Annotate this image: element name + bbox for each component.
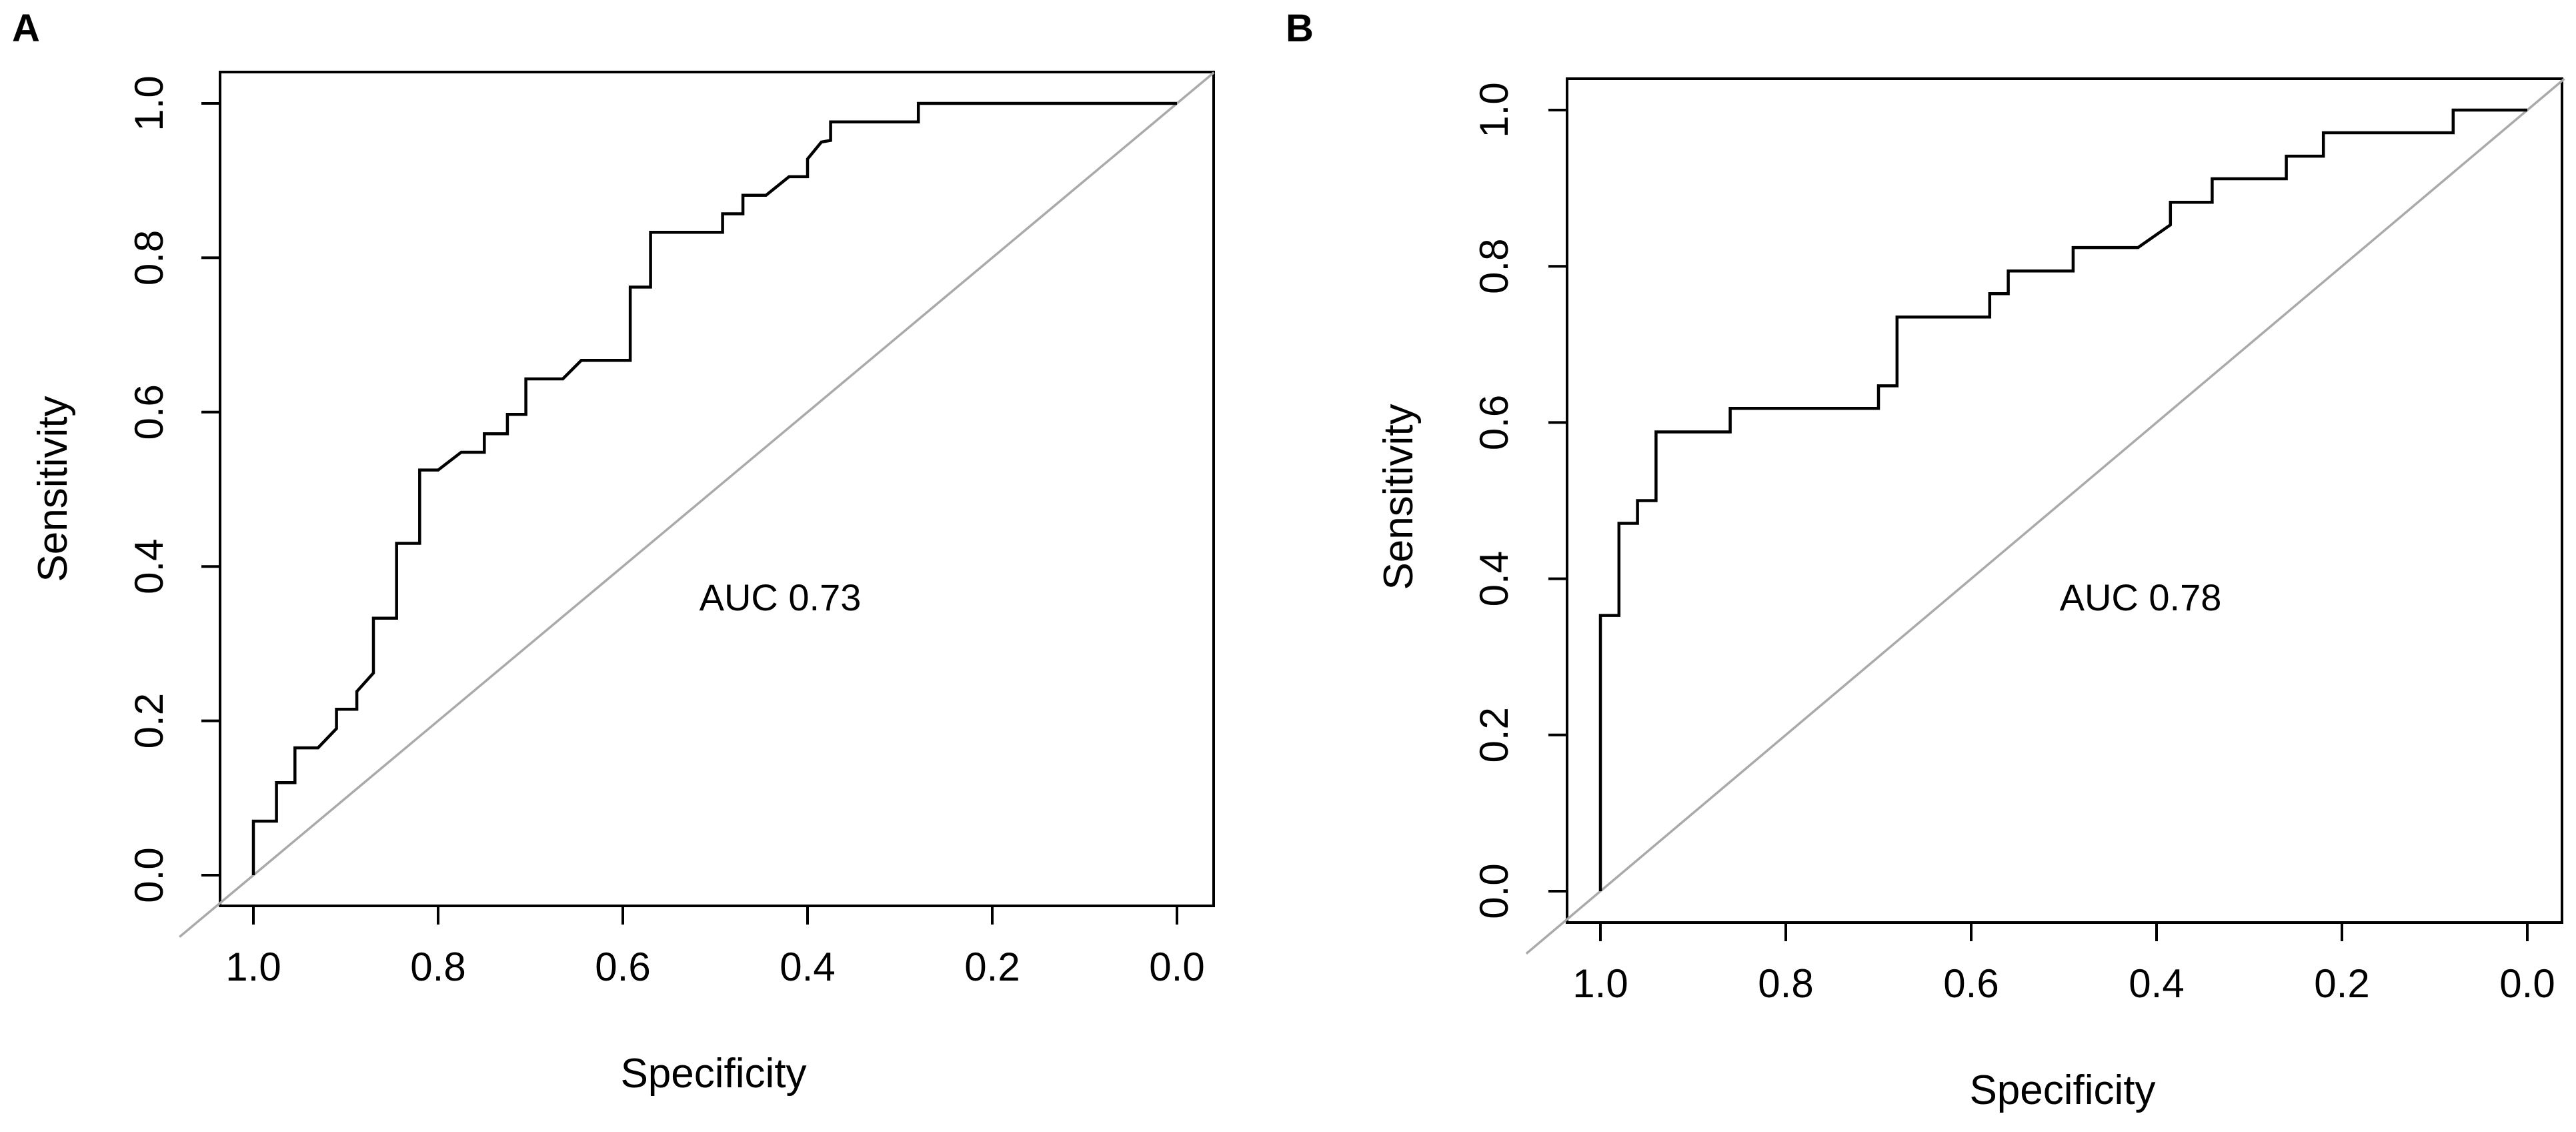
y-tick-label-a-5: 1.0 — [127, 75, 171, 131]
y-tick-label-b-5: 1.0 — [1472, 82, 1516, 137]
x-tick-label-b-2: 0.6 — [1943, 961, 1999, 1006]
y-tick-label-b-3: 0.6 — [1472, 395, 1516, 450]
x-tick-label-b-0: 1.0 — [1572, 961, 1628, 1006]
y-tick-label-a-0: 0.0 — [127, 847, 171, 903]
x-tick-label-b-1: 0.8 — [1758, 961, 1813, 1006]
auc-annotation-b: AUC 0.78 — [2060, 576, 2222, 618]
x-tick-label-a-5: 0.0 — [1149, 945, 1204, 989]
roc-curve-a — [251, 101, 1177, 875]
x-ticks-b: 1.0 0.8 0.6 0.4 0.2 0.0 — [1572, 923, 2555, 1006]
x-tick-label-a-4: 0.2 — [964, 945, 1020, 989]
x-tick-label-a-3: 0.4 — [780, 945, 835, 989]
y-tick-label-a-3: 0.6 — [127, 384, 171, 440]
y-tick-label-b-4: 0.8 — [1472, 238, 1516, 294]
y-tick-label-a-2: 0.4 — [127, 538, 171, 594]
reference-diagonal-a — [179, 71, 1215, 938]
auc-annotation-a: AUC 0.73 — [700, 576, 862, 618]
x-tick-label-a-0: 1.0 — [225, 945, 281, 989]
y-tick-label-a-4: 0.8 — [127, 230, 171, 286]
roc-curve-b — [1598, 108, 2527, 891]
y-ticks-a: 0.0 0.2 0.4 0.6 0.8 1.0 — [127, 75, 220, 903]
panel-letter-a: A — [12, 7, 40, 50]
x-ticks-a: 1.0 0.8 0.6 0.4 0.2 0.0 — [225, 906, 1205, 989]
panel-a: A 0.0 0.2 0.4 0.6 0.8 1.0 1.0 — [12, 7, 1215, 1097]
y-tick-label-a-1: 0.2 — [127, 693, 171, 748]
y-axis-title-b: Sensitivity — [1376, 404, 1422, 590]
x-axis-title-b: Specificity — [1969, 1067, 2155, 1113]
panel-letter-b: B — [1286, 7, 1314, 50]
x-tick-label-a-2: 0.6 — [595, 945, 650, 989]
y-axis-title-a: Sensitivity — [30, 396, 76, 582]
reference-diagonal-b — [1525, 77, 2565, 955]
x-tick-label-b-4: 0.2 — [2314, 961, 2369, 1006]
y-tick-label-b-0: 0.0 — [1472, 863, 1516, 919]
y-tick-label-b-1: 0.2 — [1472, 707, 1516, 762]
x-tick-label-a-1: 0.8 — [410, 945, 465, 989]
y-ticks-b: 0.0 0.2 0.4 0.6 0.8 1.0 — [1472, 82, 1567, 919]
x-tick-label-b-5: 0.0 — [2499, 961, 2555, 1006]
x-axis-title-a: Specificity — [620, 1051, 806, 1097]
panel-b: B 0.0 0.2 0.4 0.6 0.8 1.0 1.0 — [1286, 7, 2565, 1113]
y-tick-label-b-2: 0.4 — [1472, 551, 1516, 606]
x-tick-label-b-3: 0.4 — [2129, 961, 2184, 1006]
